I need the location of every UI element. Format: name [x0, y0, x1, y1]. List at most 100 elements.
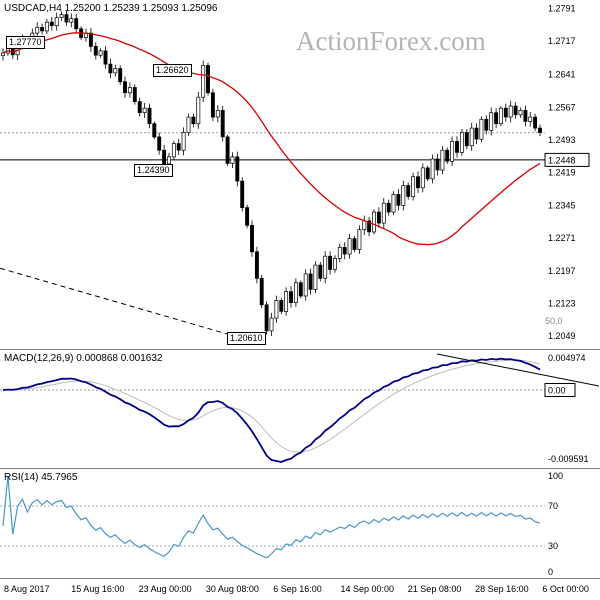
time-axis[interactable]: 8 Aug 2017 15 Aug 16:00 23 Aug 00:00 30 Aug… [0, 579, 600, 600]
price-axis-tick: 1.2197 [548, 266, 576, 276]
candle-body [303, 273, 308, 297]
rsi-label: RSI(14) 45.7965 [4, 472, 77, 483]
x-axis-label: 6 Sep 16:00 [273, 584, 322, 594]
candle-body [333, 258, 337, 270]
rsi-value: 45.7965 [41, 472, 78, 483]
candle-body [259, 277, 264, 306]
price-panel: 1.2791 1.2717 1.2641 1.2567 1.2493 1.2419 1.23… [0, 0, 600, 350]
candle-body [147, 107, 152, 125]
candle-body [35, 27, 40, 34]
candle-body [484, 118, 489, 131]
candle-body [347, 238, 352, 255]
candle-body [181, 132, 186, 151]
candle-body [137, 101, 142, 113]
price-chart-canvas[interactable]: 1.2791 1.2717 1.2641 1.2567 1.2493 1.2419 1.23… [0, 0, 600, 349]
candle-body [425, 167, 430, 180]
candle-body [98, 50, 103, 56]
x-axis-label: 14 Sep 00:00 [340, 584, 395, 594]
candle-body [293, 282, 298, 303]
swing-high-label: 1.27770 [6, 36, 45, 49]
candle-body [186, 116, 191, 133]
candle-body [64, 14, 69, 23]
candle-body [240, 180, 245, 208]
candle-body [508, 105, 513, 118]
candle-body [401, 185, 406, 206]
x-axis-label: 6 Oct 00:00 [542, 584, 589, 594]
macd-values: 0.000868 0.001632 [76, 353, 163, 364]
candle-body [269, 317, 274, 332]
macd-label: MACD(12,26,9) 0.000868 0.001632 [4, 353, 162, 364]
price-axis-tick: 1.2493 [548, 135, 576, 145]
rsi-chart-canvas[interactable]: 100 70 30 0 [0, 469, 600, 578]
candle-body [201, 65, 206, 98]
macd-axis-tick: 0.00 [548, 386, 566, 396]
rsi-axis-tick: 30 [548, 541, 558, 551]
swing-low-label: 1.24390 [134, 164, 173, 177]
candle-body [264, 304, 269, 332]
symbol-ohlc-line: USDCAD,H4 1.25200 1.25239 1.25093 1.2509… [4, 3, 218, 14]
price-axis-tick: 1.2641 [548, 70, 576, 80]
candle-body [74, 18, 79, 30]
candle-body [367, 220, 372, 233]
candle-body [54, 17, 59, 27]
swing-low-label: 1.20610 [227, 332, 266, 345]
price-axis-tick: 1.2345 [548, 200, 576, 210]
macd-name: MACD(12,26,9) [4, 353, 74, 364]
candle-body [489, 112, 494, 131]
x-axis-label: 23 Aug 00:00 [138, 584, 192, 594]
candle-body [381, 202, 386, 224]
x-axis-label: 15 Aug 16:00 [71, 584, 125, 594]
candle-body [284, 291, 289, 312]
swing-high-label: 1.26620 [153, 64, 192, 77]
fib-level-label: 50.0 [545, 316, 563, 326]
price-axis-tick: 1.2123 [548, 299, 576, 309]
candle-body [142, 107, 147, 113]
candle-body [308, 273, 313, 290]
candle-body [386, 202, 391, 213]
candle-body [318, 264, 323, 279]
candle-body [469, 127, 474, 147]
candle-body [416, 176, 420, 189]
macd-chart-canvas[interactable]: 0.004974 0.00 -0.009591 [0, 350, 600, 468]
candle-body [88, 32, 93, 47]
candle-body [406, 185, 411, 197]
price-axis-tick: 1.2791 [548, 3, 576, 13]
macd-signal-line [2, 359, 541, 453]
candle-body [69, 18, 74, 23]
candle-body [328, 255, 333, 270]
candle-body [411, 176, 416, 197]
candle-body [113, 68, 118, 74]
moving-average-line [2, 32, 541, 246]
candle-body [538, 127, 542, 133]
candle-body [440, 149, 445, 171]
candle-body [279, 300, 284, 312]
candle-body [498, 107, 503, 125]
candle-body [93, 46, 98, 56]
candle-body [196, 96, 201, 125]
candle-body [40, 27, 45, 32]
candle-body [435, 158, 440, 171]
macd-trendline [436, 353, 600, 387]
price-axis-tick: 1.2567 [548, 102, 576, 112]
candle-body [103, 50, 108, 65]
candle-body [176, 143, 181, 151]
candle-body [420, 167, 425, 189]
candle-body [108, 63, 113, 74]
candle-body [450, 141, 455, 162]
candle-body [254, 251, 259, 279]
candle-body [250, 224, 254, 253]
candle-body [523, 110, 528, 122]
candle-body [132, 87, 137, 102]
candle-body [171, 143, 176, 158]
candle-body [323, 255, 328, 279]
rsi-line [2, 475, 541, 559]
candle-body [518, 110, 523, 116]
candle-body [157, 136, 162, 151]
rsi-panel: 100 70 30 0 RSI(14) 45.7965 [0, 469, 600, 579]
x-axis-label: 21 Sep 08:00 [407, 584, 462, 594]
candle-body [533, 116, 538, 129]
candle-body [245, 207, 250, 226]
macd-axis-tick: 0.004974 [548, 353, 586, 363]
candle-body [1, 52, 5, 57]
candle-body [225, 136, 230, 164]
